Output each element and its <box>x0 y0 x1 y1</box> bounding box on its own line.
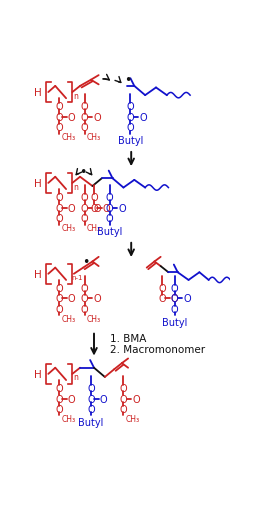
Text: CH₃: CH₃ <box>61 414 76 423</box>
Text: O: O <box>103 203 110 213</box>
Text: O: O <box>55 294 63 304</box>
Text: O: O <box>81 203 89 213</box>
Text: Butyl: Butyl <box>118 135 143 145</box>
Text: O: O <box>106 214 113 224</box>
Text: O: O <box>106 203 113 213</box>
Text: O: O <box>120 405 127 415</box>
Text: O: O <box>118 203 126 213</box>
Text: O: O <box>55 214 63 224</box>
Text: 2. Macromonomer: 2. Macromonomer <box>110 344 205 355</box>
Text: O: O <box>55 203 63 213</box>
Text: O: O <box>81 214 89 224</box>
Text: n: n <box>74 182 79 191</box>
Text: O: O <box>55 405 63 415</box>
Text: O: O <box>120 394 127 403</box>
Text: O: O <box>55 192 63 203</box>
Text: O: O <box>55 123 63 133</box>
Text: n: n <box>74 373 79 382</box>
Text: O: O <box>81 113 89 122</box>
Text: O: O <box>100 394 107 403</box>
Text: Butyl: Butyl <box>97 226 122 236</box>
Text: O: O <box>183 294 191 304</box>
Text: O: O <box>68 203 75 213</box>
Text: O: O <box>171 283 178 293</box>
Text: O: O <box>90 192 98 203</box>
Text: O: O <box>81 192 89 203</box>
Text: O: O <box>81 123 89 133</box>
Text: O: O <box>87 383 95 393</box>
Text: O: O <box>93 113 101 122</box>
Text: O: O <box>93 203 101 213</box>
Text: O: O <box>171 294 178 304</box>
Text: O: O <box>55 102 63 112</box>
Text: n: n <box>74 91 79 100</box>
Text: •: • <box>82 256 89 269</box>
Text: O: O <box>81 294 89 304</box>
Text: CH₃: CH₃ <box>87 314 101 323</box>
Text: CH₃: CH₃ <box>61 224 76 233</box>
Text: O: O <box>81 305 89 315</box>
Text: O: O <box>171 305 178 315</box>
Text: O: O <box>68 294 75 304</box>
Text: CH₃: CH₃ <box>61 133 76 142</box>
Text: O: O <box>171 294 178 304</box>
Text: O: O <box>55 394 63 403</box>
Text: O: O <box>127 102 134 112</box>
Text: Butyl: Butyl <box>162 317 187 327</box>
Text: •: • <box>124 74 131 87</box>
Text: O: O <box>87 394 95 403</box>
Text: O: O <box>81 283 89 293</box>
Text: H: H <box>34 369 42 379</box>
Text: O: O <box>81 102 89 112</box>
Text: CH₃: CH₃ <box>87 224 101 233</box>
Text: H: H <box>34 88 42 98</box>
Text: CH₃: CH₃ <box>126 414 140 423</box>
Text: O: O <box>68 113 75 122</box>
Text: H: H <box>34 179 42 188</box>
Text: •: • <box>79 166 86 178</box>
Text: O: O <box>127 123 134 133</box>
Text: O: O <box>120 383 127 393</box>
Text: O: O <box>106 192 113 203</box>
Text: 1. BMA: 1. BMA <box>110 334 146 344</box>
Text: O: O <box>158 294 166 304</box>
Text: H: H <box>34 269 42 279</box>
Text: O: O <box>55 283 63 293</box>
Text: O: O <box>158 283 166 293</box>
Text: O: O <box>68 394 75 403</box>
Text: O: O <box>55 383 63 393</box>
Text: O: O <box>127 113 134 122</box>
Text: Butyl: Butyl <box>78 417 104 427</box>
Text: O: O <box>55 113 63 122</box>
Text: CH₃: CH₃ <box>61 314 76 323</box>
Text: O: O <box>90 203 98 213</box>
Text: O: O <box>55 305 63 315</box>
Text: CH₃: CH₃ <box>87 133 101 142</box>
Text: O: O <box>93 294 101 304</box>
Text: O: O <box>132 394 140 403</box>
Text: n-1: n-1 <box>71 274 83 280</box>
Text: O: O <box>139 113 147 122</box>
Text: O: O <box>87 405 95 415</box>
